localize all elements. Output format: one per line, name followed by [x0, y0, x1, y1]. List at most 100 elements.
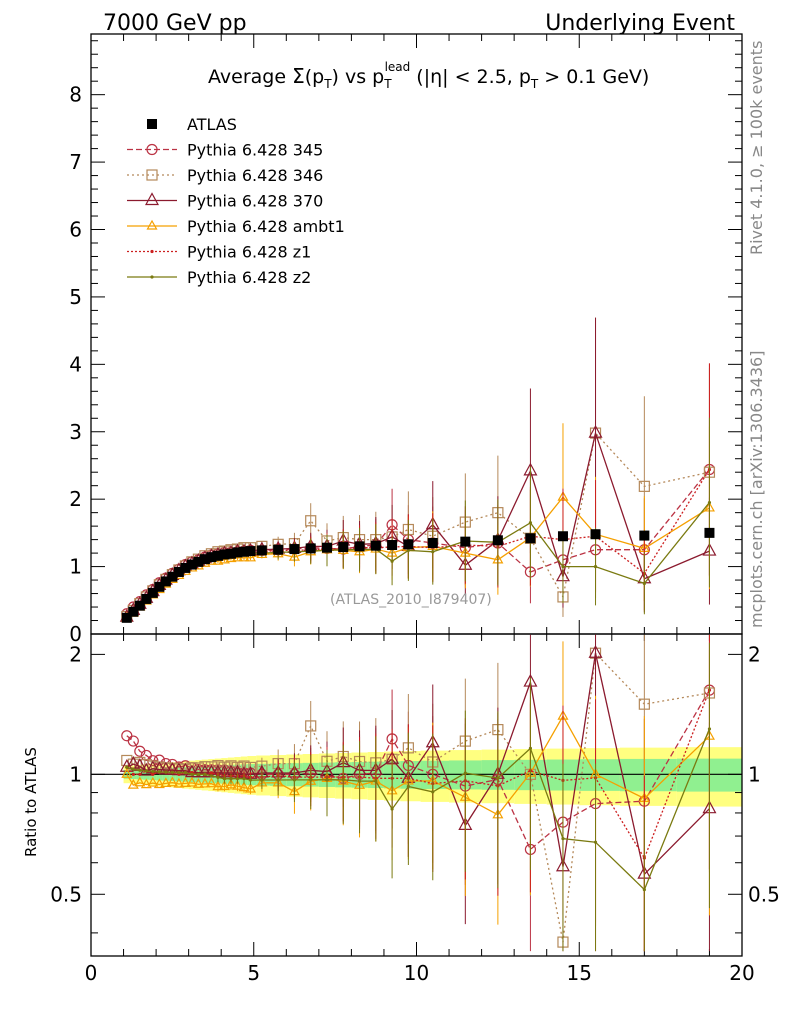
data-point — [212, 550, 223, 561]
data-point — [496, 776, 500, 780]
data-point — [141, 593, 152, 604]
data-point — [205, 777, 217, 788]
data-point — [305, 543, 316, 554]
data-point — [147, 776, 159, 787]
legend-label: Pythia 6.428 346 — [187, 166, 323, 185]
data-point — [179, 777, 191, 787]
data-point — [557, 531, 568, 542]
data-point — [390, 807, 394, 811]
y-tick-label: 2 — [69, 487, 82, 511]
data-point — [642, 888, 646, 892]
data-point — [157, 770, 161, 774]
data-point — [170, 770, 174, 774]
data-point — [138, 768, 142, 772]
data-point — [131, 772, 135, 776]
data-point — [387, 540, 398, 551]
data-point — [131, 767, 135, 771]
data-point — [273, 544, 284, 555]
data-point — [150, 249, 154, 254]
y-tick-label: 4 — [69, 352, 82, 376]
data-point — [190, 772, 194, 776]
data-point — [180, 562, 191, 573]
data-point — [406, 784, 410, 789]
data-point — [238, 781, 250, 792]
data-point — [561, 837, 565, 841]
data-point — [192, 778, 204, 788]
data-point — [406, 548, 410, 553]
legend-label: ATLAS — [187, 115, 237, 134]
data-point — [244, 551, 257, 562]
data-point — [153, 778, 165, 789]
data-point — [139, 762, 154, 776]
data-point — [125, 765, 129, 769]
ratio-band-green — [579, 759, 620, 791]
data-point — [218, 780, 230, 791]
data-point — [638, 698, 650, 710]
data-point — [460, 536, 471, 547]
data-point — [341, 778, 345, 782]
ratio-y-tick-label: 2 — [69, 642, 82, 666]
data-point — [305, 720, 317, 732]
data-point — [160, 576, 171, 587]
header-left: 7000 GeV pp — [103, 11, 247, 36]
data-point — [183, 770, 187, 775]
data-point — [232, 547, 243, 558]
y-tick-label: 3 — [69, 420, 82, 444]
legend: ATLAS Pythia 6.428 345 Pythia 6.428 346 Pyt… — [127, 115, 345, 287]
data-point — [242, 777, 246, 781]
data-point — [225, 548, 236, 559]
data-point — [219, 549, 230, 560]
y-tick-label: 7 — [69, 150, 82, 174]
data-point — [321, 542, 332, 553]
ratio-y-tick-label: 1 — [69, 762, 82, 786]
data-point — [186, 776, 198, 787]
data-point — [463, 771, 467, 775]
ratio-band-green — [619, 758, 677, 792]
data-point — [260, 778, 264, 782]
data-point — [164, 770, 168, 774]
data-point — [151, 772, 155, 776]
data-point — [431, 790, 435, 794]
data-point — [127, 735, 139, 747]
data-point — [225, 778, 237, 789]
legend-label: Pythia 6.428 ambt1 — [187, 217, 345, 236]
data-point — [216, 775, 220, 779]
data-point — [222, 777, 227, 781]
ratio-y-label: Ratio to ATLAS — [22, 747, 40, 857]
data-point — [354, 541, 365, 552]
data-point — [196, 772, 201, 776]
data-point — [134, 756, 146, 768]
data-point — [289, 544, 300, 555]
x-tick-label: 5 — [247, 961, 260, 985]
data-point — [390, 559, 394, 563]
y-tick-label: 8 — [69, 83, 82, 107]
data-point — [121, 612, 132, 623]
data-point — [588, 644, 603, 658]
series-line — [126, 430, 710, 618]
rivet-label: Rivet 4.1.0, ≥ 100k events — [747, 41, 766, 255]
data-point — [528, 521, 533, 525]
x-tick-label: 0 — [85, 961, 98, 985]
data-point — [153, 754, 165, 766]
data-point — [427, 537, 438, 548]
data-point — [144, 769, 148, 773]
data-point — [154, 581, 165, 592]
data-point — [209, 771, 214, 775]
x-tick-label: 10 — [404, 961, 429, 985]
data-point — [199, 761, 211, 773]
data-point — [588, 424, 603, 438]
data-point — [206, 552, 217, 563]
data-point — [256, 545, 267, 556]
data-point — [128, 606, 139, 617]
data-point — [245, 546, 256, 557]
data-point — [248, 778, 253, 782]
data-point — [244, 782, 257, 793]
data-point — [167, 571, 178, 582]
data-point — [138, 772, 142, 776]
series-line — [126, 431, 710, 617]
data-point — [642, 581, 646, 586]
x-tick-label: 20 — [729, 961, 754, 985]
reference-label: (ATLAS_2010_I879407) — [330, 592, 492, 608]
data-point — [639, 530, 650, 541]
